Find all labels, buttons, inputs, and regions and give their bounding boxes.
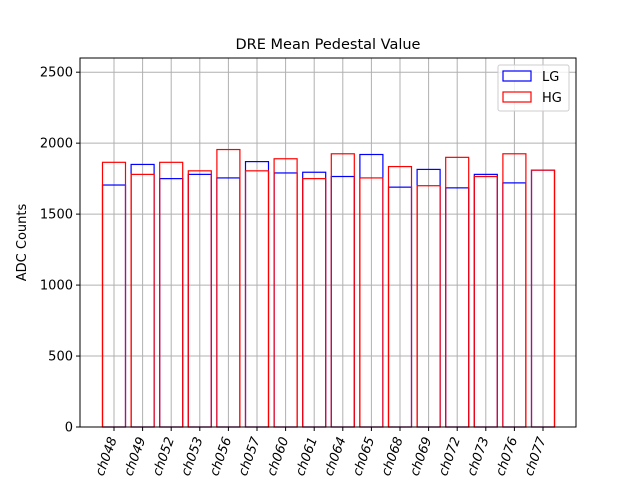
y-tick-label: 2000: [40, 137, 73, 152]
y-tick-label: 1500: [40, 208, 73, 223]
legend-swatch-hg: [502, 91, 532, 103]
legend-label-lg: LG: [542, 70, 559, 85]
y-tick-label: 500: [48, 350, 73, 365]
legend-label-hg: HG: [542, 91, 562, 106]
legend-swatch-lg: [502, 70, 532, 82]
legend: LG HG: [497, 64, 570, 112]
y-axis: 0 500 1000 1500 2000 2500: [40, 66, 80, 436]
grid-lines: [80, 58, 576, 428]
y-tick-label: 1000: [40, 279, 73, 294]
plot-frame: [79, 57, 577, 428]
chart-title: DRE Mean Pedestal Value: [236, 37, 421, 53]
y-tick-label: 0: [65, 421, 73, 436]
y-tick-label: 2500: [40, 66, 73, 81]
y-axis-label: ADC Counts: [15, 204, 30, 282]
